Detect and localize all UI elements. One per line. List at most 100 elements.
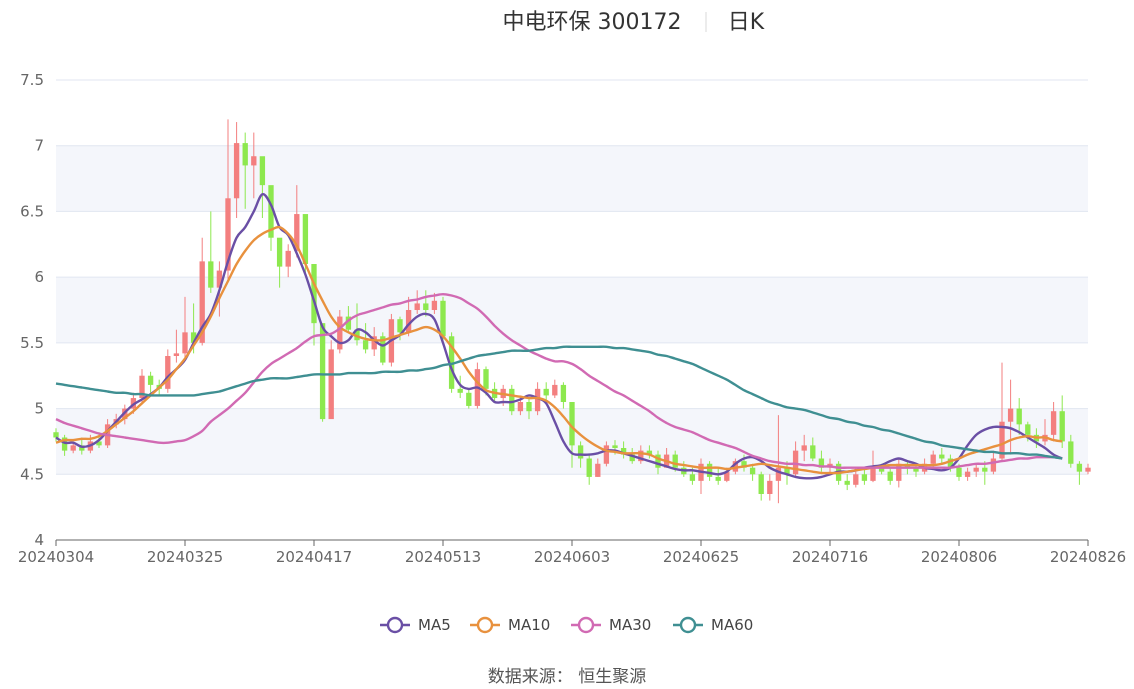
x-tick-label: 20240806 — [921, 548, 997, 566]
candle-body — [139, 375, 145, 399]
ma-line-ma60 — [55, 345, 1063, 460]
candle-body — [1076, 463, 1083, 472]
x-tick-label: 20240304 — [18, 548, 94, 566]
legend-label: MA60 — [711, 616, 753, 634]
candle-body — [1050, 411, 1057, 435]
candle-body — [715, 476, 721, 481]
candle-body — [964, 471, 971, 477]
grid-band — [56, 277, 1088, 343]
candle-body — [233, 143, 240, 199]
legend-item-ma10[interactable]: MA10 — [470, 616, 550, 634]
candle-body — [552, 384, 558, 396]
candle-body — [775, 467, 782, 481]
candle-body — [629, 454, 635, 462]
ma-line-ma5 — [55, 193, 1063, 480]
chart-title: 中电环保 300172 — [503, 10, 682, 35]
candle-body — [302, 214, 309, 264]
legend-marker — [386, 616, 404, 634]
candle-body — [982, 467, 988, 472]
candle-body — [706, 463, 713, 477]
candle-body — [595, 463, 601, 477]
candle-body — [1025, 424, 1031, 435]
candle-body — [405, 310, 412, 333]
legend[interactable]: MA5 MA10 MA30 MA60 — [380, 616, 753, 634]
candle-body — [801, 445, 807, 451]
candle-body — [939, 454, 945, 459]
legend-marker — [476, 616, 494, 634]
x-tick-label: 20240325 — [147, 548, 223, 566]
candle-body — [758, 474, 764, 494]
legend-item-ma60[interactable]: MA60 — [673, 616, 753, 634]
candle-body — [251, 156, 257, 166]
candle-body — [870, 467, 876, 481]
candle-body — [646, 450, 653, 455]
legend-item-ma30[interactable]: MA30 — [571, 616, 651, 634]
candle-body — [1068, 441, 1074, 464]
candle-body — [165, 356, 171, 389]
candle-body — [878, 467, 885, 472]
candle-body — [749, 467, 756, 475]
candle-body — [724, 471, 730, 481]
candle-body — [1059, 411, 1065, 442]
candle-body — [61, 437, 68, 451]
candle-body — [70, 445, 76, 451]
candle-body — [1085, 467, 1091, 472]
candle-body — [526, 402, 532, 412]
candle-body — [517, 402, 524, 412]
ma-line-ma30 — [55, 293, 1063, 469]
candle-body — [569, 402, 575, 446]
candle-body — [371, 336, 377, 350]
candle-body — [973, 467, 979, 472]
candle-body — [844, 480, 850, 485]
candle-body — [431, 300, 438, 310]
candle-body — [457, 388, 463, 393]
legend-item-ma5[interactable]: MA5 — [380, 616, 451, 634]
candle-body — [930, 454, 936, 464]
candle-body — [543, 388, 549, 396]
candle-body — [741, 461, 747, 468]
candle-body — [853, 474, 859, 485]
candle-body — [638, 450, 644, 462]
ma-line-ma10 — [55, 225, 1063, 475]
legend-label: MA5 — [418, 616, 451, 634]
candle-body — [612, 445, 618, 448]
candle-body — [294, 214, 300, 251]
candle-body — [414, 303, 420, 310]
candle-body — [620, 448, 627, 455]
candle-body — [947, 458, 954, 468]
candle-body — [577, 445, 584, 459]
grid-band — [56, 145, 1088, 212]
candle-body — [1007, 408, 1014, 422]
candle-body — [913, 467, 919, 472]
y-tick-label: 6 — [34, 268, 44, 286]
y-tick-label: 4.5 — [20, 465, 44, 483]
candle-body — [655, 454, 661, 468]
candle-body — [792, 450, 799, 475]
x-tick-label: 20240716 — [792, 548, 868, 566]
candle-body — [534, 388, 541, 412]
candle-body — [483, 369, 489, 389]
candle-body — [767, 480, 773, 494]
y-tick-label: 5 — [34, 400, 44, 418]
candle-body — [380, 336, 386, 363]
candle-body — [397, 319, 403, 333]
candle-body — [285, 250, 291, 267]
candle-body — [887, 471, 893, 481]
candle-body — [509, 388, 515, 412]
candle-body — [225, 198, 231, 271]
period-label[interactable]: 日K — [728, 10, 765, 35]
y-tick-label: 6.5 — [20, 202, 44, 220]
candle-body — [784, 467, 790, 475]
candle-body — [53, 432, 59, 438]
candle-body — [560, 384, 567, 402]
candle-body — [999, 421, 1005, 459]
candle-body — [79, 445, 85, 451]
candle-body — [190, 332, 197, 343]
candle-body — [259, 156, 266, 186]
y-tick-label: 5.5 — [20, 334, 44, 352]
candle-body — [896, 463, 902, 481]
candle-body — [216, 270, 223, 288]
y-axis: 4 4.5 5 5.5 6 6.5 7 7.5 — [20, 71, 44, 549]
candle-body — [311, 264, 317, 324]
